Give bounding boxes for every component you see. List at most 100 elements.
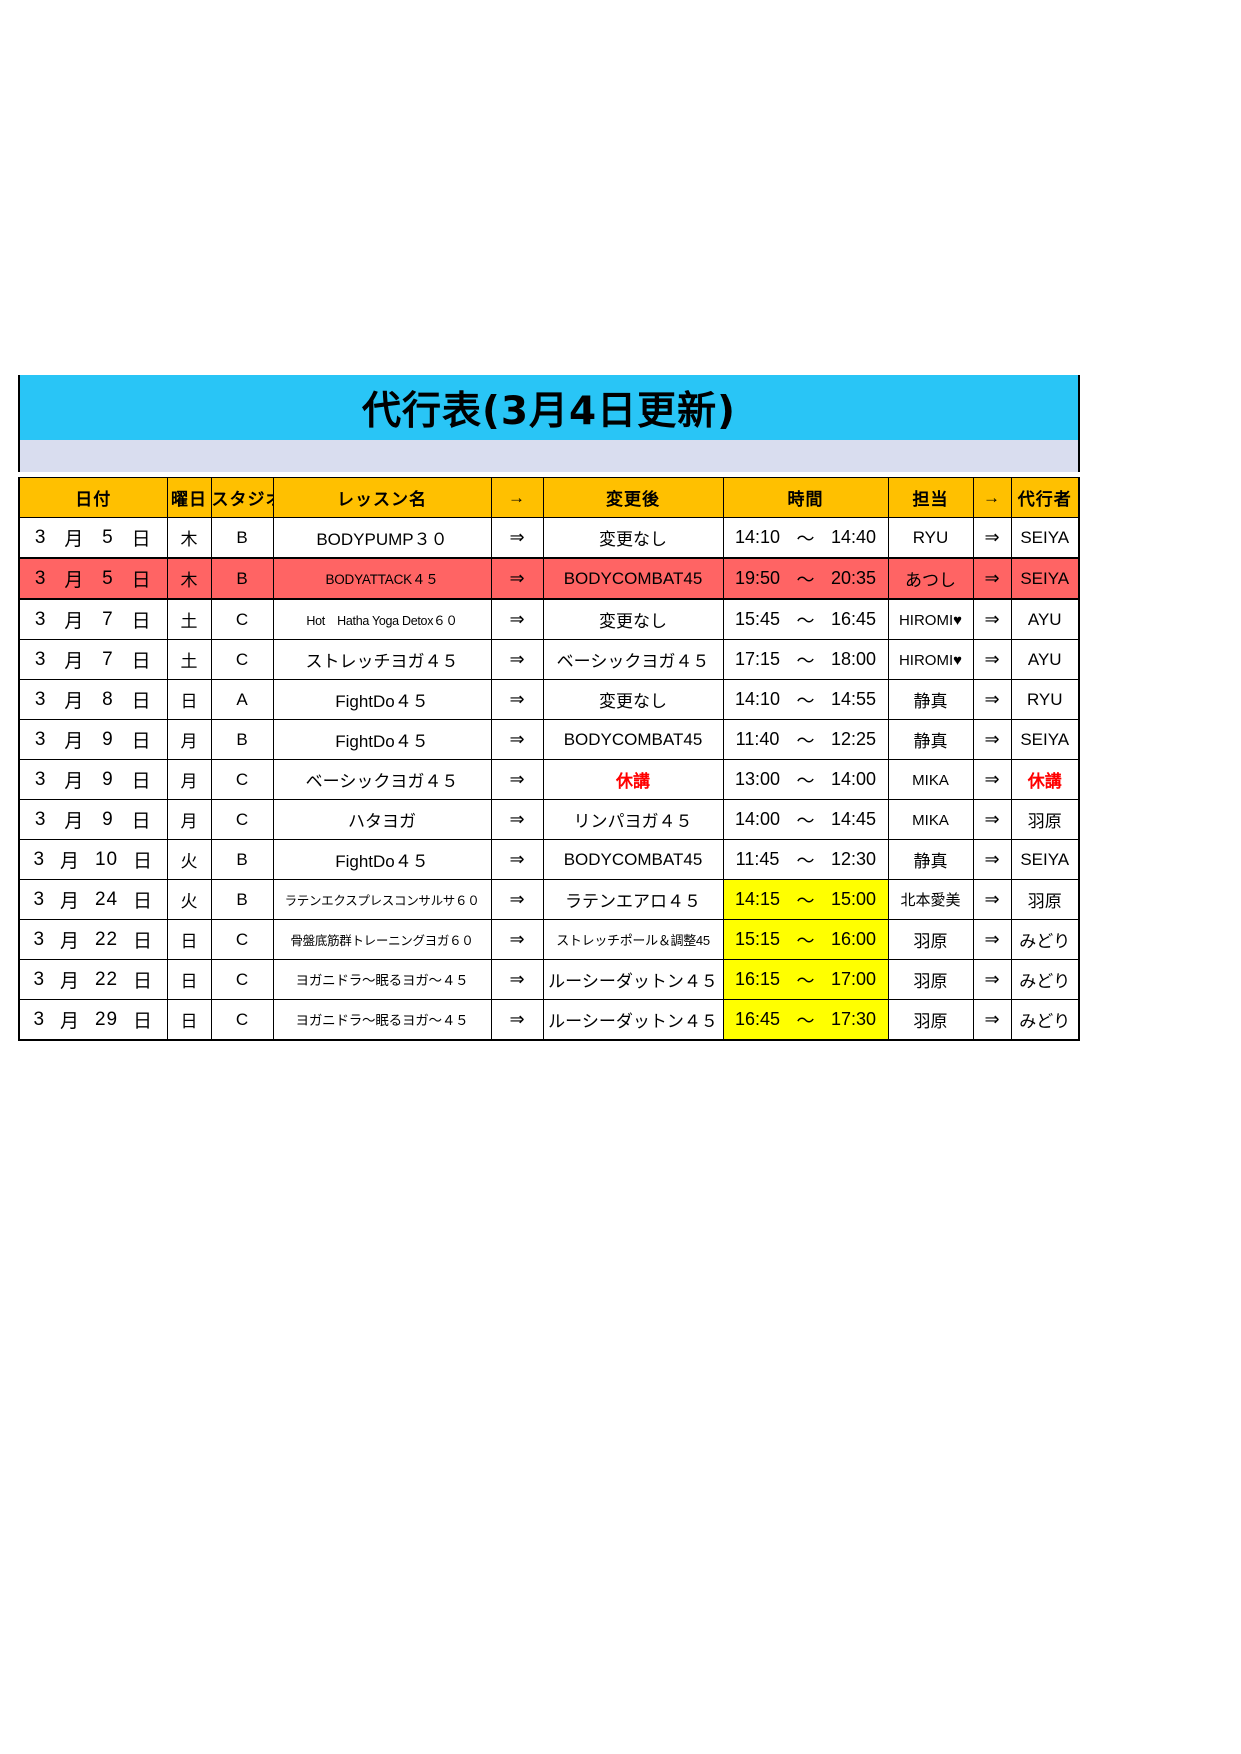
time-end: 18:00 [830,649,877,669]
cell-substitute: RYU [1010,679,1080,720]
cell-changed-to: ストレッチポール＆調整45 [542,919,724,960]
changed-to-text: 変更なし [599,692,667,711]
substitute-arrow-icon: ⇒ [984,969,1000,989]
substitute-name-text: SEIYA [1020,527,1070,547]
table-header-row: 日付 曜日 スタジオ レッスン名 → 変更後 時間 担当 → 代行者 [18,477,1080,518]
time-start: 15:15 [734,929,781,949]
column-header-time: 時間 [722,477,889,518]
cell-arrow: ⇒ [490,517,544,559]
changed-to-text: 変更なし [599,530,667,549]
time-separator: ～ [796,528,815,549]
date-month-label: 月 [64,651,85,672]
cell-dayofweek: 日 [166,679,212,720]
substitute-arrow-icon: ⇒ [984,568,1000,588]
time-end: 12:25 [830,729,877,749]
instructor-name-text: 静真 [913,692,948,711]
lesson-name-text: BODYPUMP３０ [316,530,448,549]
date-day-label: 日 [131,731,152,752]
time-range: 15:45 ～ 16:45 [724,607,887,633]
date-month-value: 3 [33,888,46,910]
instructor-name-text: RYU [912,527,949,547]
time-separator: ～ [796,650,815,671]
cell-changed-to: ルーシーダットン４５ [542,999,724,1041]
change-arrow-icon: ⇒ [509,649,525,669]
substitute-name-text: 羽原 [1027,812,1062,831]
date-composite: 3 月 10 日 [21,846,166,873]
substitute-name-text: SEIYA [1020,729,1070,749]
cell-lesson: FightDo４５ [272,719,492,760]
table-row: 3 月 8 日日 A FightDo４５ ⇒ 変更なし 14:10 ～ 14:55 静真 ⇒ RYU [18,679,1080,720]
changed-to-text: ルーシーダットン４５ [548,1012,718,1031]
time-start: 13:00 [734,769,781,789]
time-start: 14:10 [734,527,781,547]
change-arrow-icon: ⇒ [509,889,525,909]
cell-dayofweek: 火 [166,879,212,920]
date-composite: 3 月 29 日 [21,1006,166,1033]
cell-instructor: HIROMI♥ [887,598,974,640]
cell-changed-to: ルーシーダットン４５ [542,959,724,1000]
subtitle-spacer-bar [18,440,1080,472]
table-row: 3 月 9 日月 C ハタヨガ ⇒ リンパヨガ４５ 14:00 ～ 14:45 MIKA ⇒ 羽原 [18,799,1080,840]
instructor-name-text: HIROMI♥ [898,611,963,629]
changed-to-text: BODYCOMBAT45 [563,729,703,749]
cell-time: 15:45 ～ 16:45 [722,598,889,640]
table-row: 3 月 5 日木 B BODYPUMP３０ ⇒ 変更なし 14:10 ～ 14:40 RYU ⇒ SEIY… [18,517,1080,559]
cell-arrow: ⇒ [490,679,544,720]
date-month-label: 月 [64,570,85,591]
substitution-table: 日付 曜日 スタジオ レッスン名 → 変更後 時間 担当 → 代行者 3月5日木… [18,477,1080,1041]
change-arrow-icon: ⇒ [509,769,525,789]
table-row: 3 月 22 日日 C 骨盤底筋群トレーニングヨガ６０ ⇒ ストレッチポール＆調整45 15:1… [18,919,1080,960]
time-start: 11:45 [735,849,780,869]
cell-arrow-2: ⇒ [972,679,1012,720]
changed-to-text: ルーシーダットン４５ [548,972,718,991]
time-separator: ～ [796,930,815,951]
cell-time: 14:10 ～ 14:55 [722,679,889,720]
substitute-arrow-icon: ⇒ [984,649,1000,669]
time-end: 20:35 [830,568,877,588]
date-day-value: 22 [94,968,119,990]
cell-lesson: FightDo４５ [272,839,492,880]
cell-changed-to: ベーシックヨガ４５ [542,639,724,680]
cell-changed-to: 変更なし [542,679,724,720]
cell-lesson: Hot Hatha Yoga Detox６０ [272,598,492,640]
cell-arrow: ⇒ [490,959,544,1000]
time-end: 14:45 [830,809,877,829]
column-header-instructor: 担当 [887,477,974,518]
cell-time: 11:45 ～ 12:30 [722,839,889,880]
cell-dayofweek: 土 [166,639,212,680]
date-day-value: 10 [94,848,119,870]
table-body: 3 月 5 日木 B BODYPUMP３０ ⇒ 変更なし 14:10 ～ 14:40 RYU ⇒ SEIY… [18,517,1080,1041]
cell-instructor: 羽原 [887,959,974,1000]
cell-substitute: AYU [1010,639,1080,680]
cell-lesson: ストレッチヨガ４５ [272,639,492,680]
time-end: 14:55 [830,689,877,709]
cell-lesson: ヨガニドラ～眠るヨガ～４５ [272,999,492,1041]
change-arrow-icon: ⇒ [509,969,525,989]
changed-to-text: 休講 [616,772,650,791]
lesson-name-text: ヨガニドラ～眠るヨガ～４５ [295,973,469,988]
cell-substitute: 羽原 [1010,799,1080,840]
cell-time: 14:15 ～ 15:00 [722,879,889,920]
cell-instructor: 静真 [887,719,974,760]
time-separator: ～ [796,970,815,991]
cell-changed-to: ラテンエアロ４５ [542,879,724,920]
date-month-label: 月 [64,731,85,752]
changed-to-text: ストレッチポール＆調整45 [556,932,710,948]
cell-changed-to: リンパヨガ４５ [542,799,724,840]
change-arrow-icon: ⇒ [509,568,525,588]
substitute-arrow-icon: ⇒ [984,889,1000,909]
cell-arrow: ⇒ [490,879,544,920]
instructor-name-text: 静真 [913,732,948,751]
column-header-date: 日付 [18,477,168,518]
cell-studio: C [210,919,274,960]
date-day-label: 日 [131,529,152,550]
lesson-name-text: ハタヨガ [348,812,416,831]
cell-studio: B [210,557,274,600]
date-composite: 3 月 22 日 [21,966,166,993]
lesson-name-text: ヨガニドラ～眠るヨガ～４５ [295,1013,469,1028]
cell-dayofweek: 木 [166,557,212,600]
cell-instructor: あつし [887,557,974,600]
